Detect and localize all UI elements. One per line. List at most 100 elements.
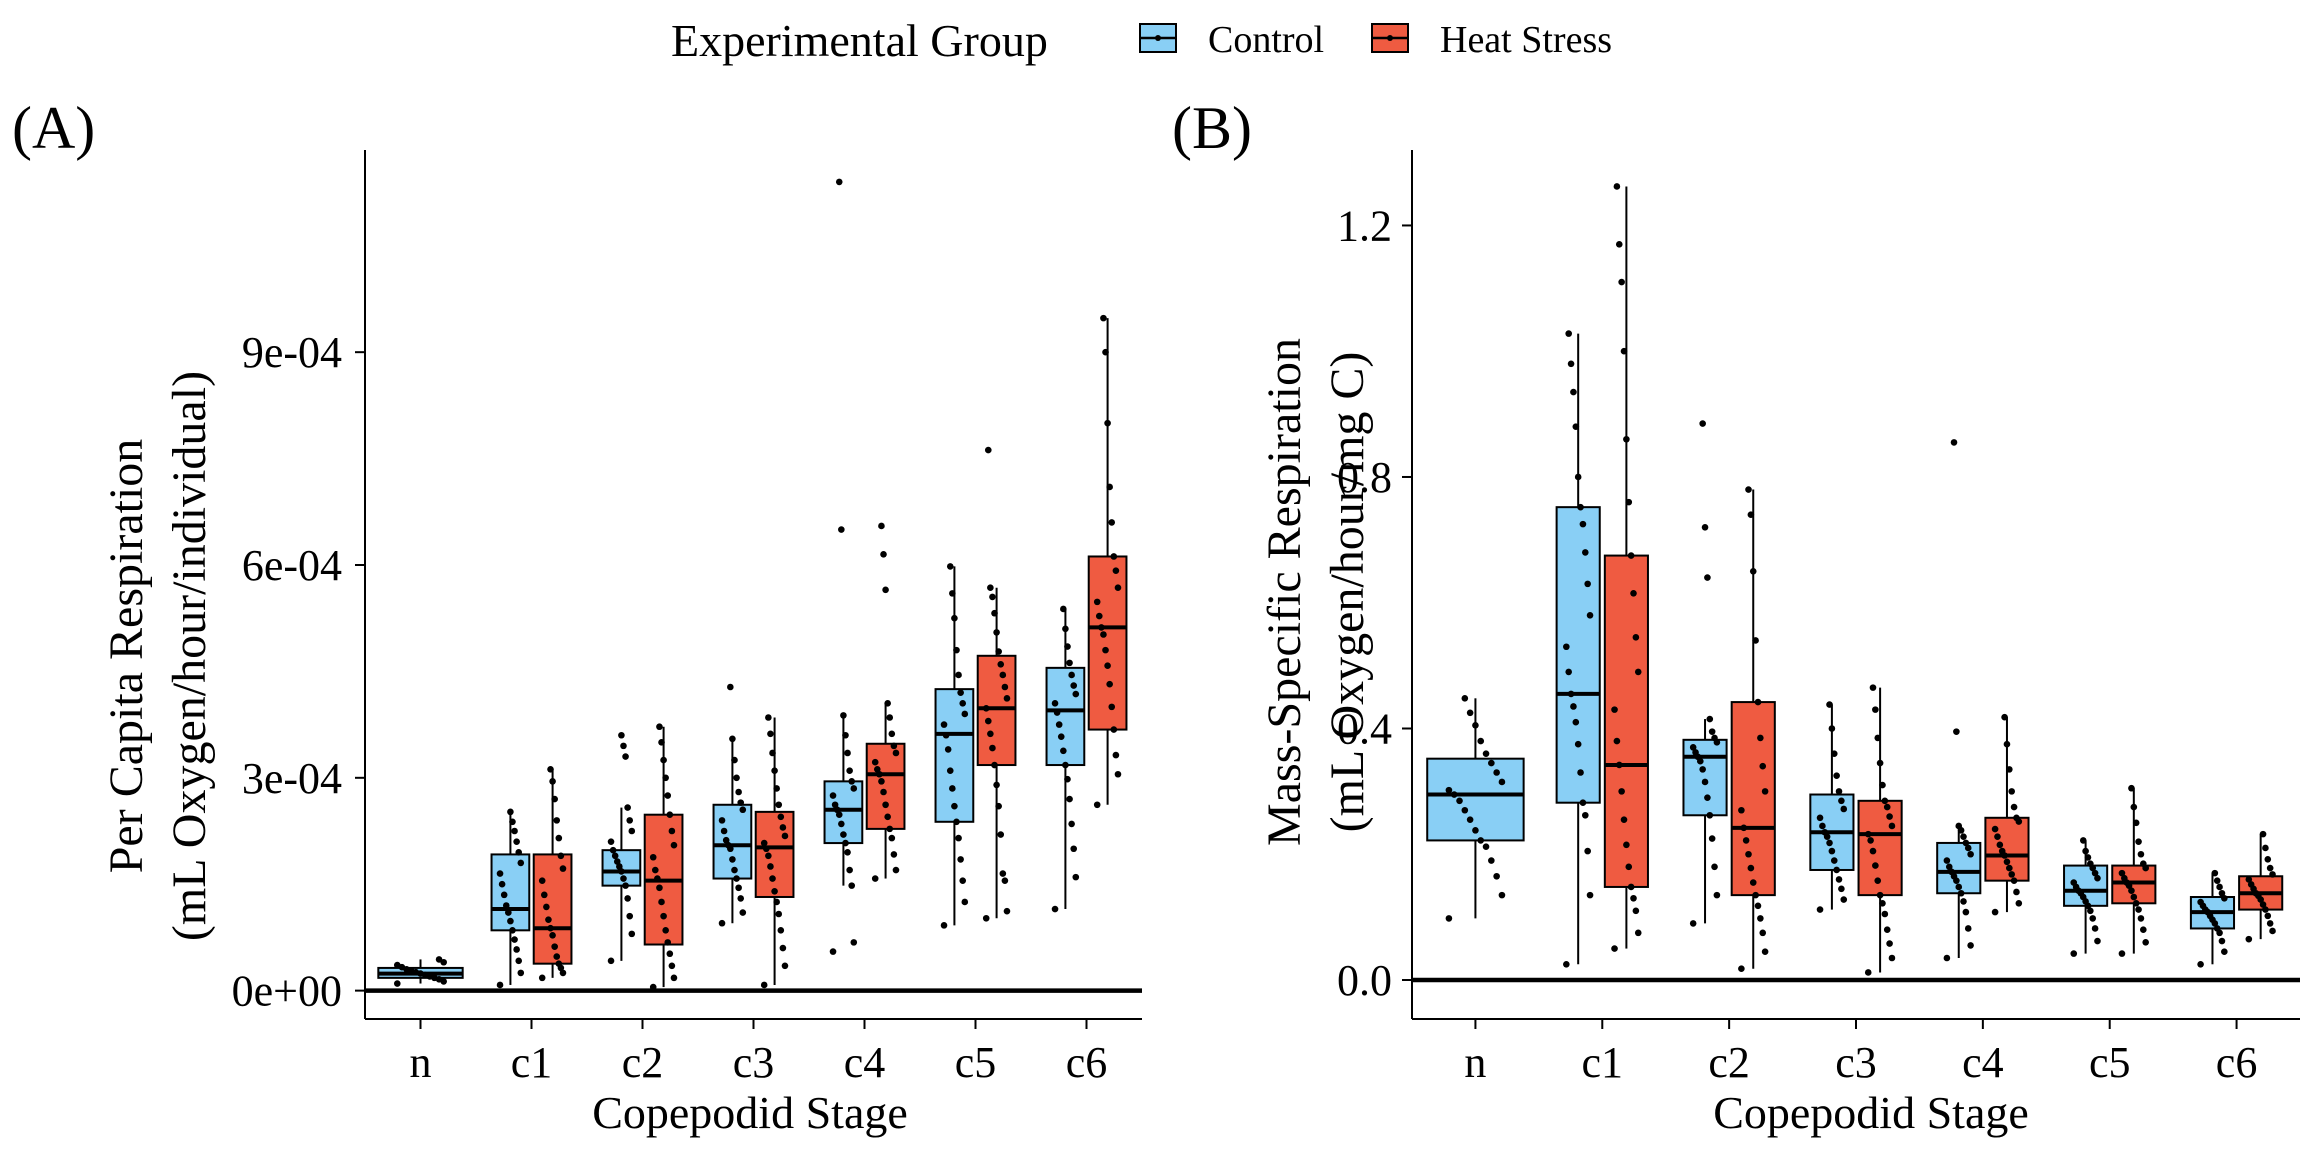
- panel-a-heat-stress-c2-box: [643, 723, 684, 991]
- panel-a-heat-stress-c6-data-point: [1114, 584, 1122, 591]
- panel-b-control-c5-data-point: [2079, 837, 2087, 844]
- panel-a-heat-stress-c6-data-point: [1104, 419, 1111, 427]
- panel-a-control-c3-data-point: [739, 909, 747, 916]
- panel-b-control-c3-data-point: [1819, 822, 1826, 830]
- panel-a-control-c1-data-point: [498, 880, 506, 888]
- panel-b-heat-stress-c1-box: [1603, 183, 1649, 952]
- panel-a-heat-stress-c6-data-point: [1104, 662, 1111, 670]
- panel-b-heat-stress-c5-data-point: [2118, 869, 2126, 877]
- panel-a-heat-stress-c5-iqr-box: [976, 654, 1017, 767]
- panel-a-heat-stress-c2-data-point: [664, 792, 672, 799]
- panel-a-heat-stress-c2-data-point: [666, 950, 674, 958]
- panel-a-heat-stress-c4-data-point: [876, 770, 883, 778]
- panel-b-heat-stress-c3-data-point: [1881, 910, 1889, 918]
- panel-b-heat-stress-c1-data-point: [1620, 816, 1628, 823]
- panel-b-control-c2-data-point: [1711, 863, 1718, 871]
- legend: Experimental Group Control Heat Stress: [671, 15, 1612, 66]
- panel-b-control-c1-iqr-box: [1555, 506, 1601, 804]
- panel-b-heat-stress-c6-data-point: [2245, 935, 2253, 943]
- panel-b-heat-stress-c1-data-point: [1615, 761, 1623, 769]
- panel-a-heat-stress-c1-data-point: [551, 943, 558, 950]
- panel-b-heat-stress-c5-data-point: [2118, 950, 2126, 957]
- panel-a-control-c4-data-point: [833, 806, 841, 814]
- panel-a-y-tick-label: 0e+00: [232, 967, 342, 1016]
- panel-a-control-c1-data-point: [517, 859, 525, 867]
- panel-a-control-c6-data-point: [1060, 747, 1067, 755]
- panel-a-heat-stress-c5-box: [976, 446, 1017, 922]
- panel-b-control-c2-data-point: [1704, 574, 1711, 581]
- panel-a-control-c5-data-point: [951, 802, 958, 810]
- panel-a-control-c2-data-point: [628, 827, 636, 835]
- panel-a-control-c4-data-point: [846, 866, 853, 874]
- legend-label-heat-stress: Heat Stress: [1440, 19, 1612, 61]
- panel-a-heat-stress-c1-data-point: [540, 891, 548, 899]
- panel-b-heat-stress-c3-data-point: [1886, 940, 1893, 947]
- panel-a-control-c4-data-point: [850, 939, 858, 946]
- panel-a-heat-stress-c5-data-point: [999, 870, 1007, 877]
- panel-a-control-c2-data-point: [611, 852, 619, 860]
- panel-b-heat-stress-c3-data-point: [1874, 734, 1882, 742]
- panel-a-heat-stress-c4-data-point: [884, 700, 891, 707]
- panel-a-control-c6-data-point: [1068, 671, 1075, 679]
- panel-a-x-tick-label: c3: [733, 1038, 775, 1087]
- panel-b-heat-stress-c3-data-point: [1883, 803, 1891, 811]
- panel-a-heat-stress-c5-data-point: [997, 831, 1005, 838]
- panel-a-heat-stress-c6-data-point: [1100, 314, 1107, 322]
- panel-a-heat-stress-c5-data-point: [993, 781, 1000, 789]
- panel-a-control-n-data-point: [435, 956, 443, 963]
- panel-b-control-n-data-point: [1488, 857, 1495, 864]
- panel-b-heat-stress-c6-data-point: [2266, 920, 2274, 927]
- panel-a-control-c4-data-point: [829, 948, 837, 955]
- panel-a-control-c6-data-point: [1062, 625, 1069, 633]
- panel-a-heat-stress-c5-data-point: [989, 744, 996, 752]
- panel-a-control-c4-data-point: [831, 801, 839, 809]
- panel-a-heat-stress-c5-data-point: [1003, 695, 1011, 702]
- panel-a-x-axis-title: Copepodid Stage: [592, 1087, 908, 1138]
- panel-a-heat-stress-c1-data-point: [547, 765, 554, 773]
- panel-a-heat-stress-c5-data-point: [991, 609, 998, 617]
- panel-b-heat-stress-c6-data-point: [2247, 881, 2255, 888]
- panel-a-heat-stress-c2-data-point: [662, 774, 669, 782]
- panel-b-heat-stress-c1-data-point: [1613, 737, 1621, 745]
- panel-b-control-c6-data-point: [2213, 925, 2221, 932]
- panel-b-heat-stress-c2-data-point: [1749, 567, 1757, 575]
- panel-a-heat-stress-c5-data-point: [989, 593, 996, 601]
- panel-a-control-c5-data-point: [953, 646, 960, 654]
- panel-a-heat-stress-c5-data-point: [984, 446, 992, 454]
- panel-b-y-axis-title-line2: (mL Oxygen/hour/mg C): [1321, 352, 1374, 833]
- panel-a-heat-stress-c1-data-point: [549, 778, 556, 785]
- panel-a-heat-stress-c3-data-point: [771, 767, 778, 775]
- panel-b-heat-stress-c1-data-point: [1615, 241, 1623, 248]
- panel-b-heat-stress-c1-data-point: [1611, 945, 1618, 952]
- panel-a-heat-stress-c1-data-point: [543, 903, 550, 911]
- panel-b-heat-stress-c3-data-point: [1874, 877, 1882, 884]
- panel-b-control-n-data-point: [1466, 709, 1474, 717]
- panel-b-heat-stress-c2-data-point: [1761, 948, 1769, 956]
- panel-a-heat-stress-c5-data-point: [982, 704, 990, 712]
- panel-b-control-n-data-point: [1493, 769, 1500, 776]
- panel-b-control-c6-data-point: [2221, 894, 2228, 902]
- panel-b-control-c1-data-point: [1577, 503, 1584, 511]
- panel-b-control-n-data-point: [1456, 797, 1463, 805]
- panel-a-heat-stress-c3-data-point: [760, 839, 768, 847]
- panel-b-control-c2-data-point: [1689, 920, 1697, 927]
- panel-a-control-c2-data-point: [624, 804, 631, 811]
- panel-a-control-c4-data-point: [842, 839, 849, 847]
- panel-b-control-c6-data-point: [2197, 960, 2204, 968]
- panel-a-x-tick-label: c2: [622, 1038, 664, 1087]
- panel-a-control-c1-data-point: [507, 917, 514, 925]
- panel-b-heat-stress-c3-data-point: [1888, 822, 1896, 830]
- panel-b-control-c3-data-point: [1838, 797, 1845, 805]
- panel-a-control-c1-data-point: [502, 902, 510, 909]
- panel-a-heat-stress-c1-data-point: [553, 817, 561, 824]
- panel-b-control-c5-data-point: [2094, 937, 2101, 945]
- panel-a-heat-stress-c1-data-point: [553, 953, 561, 960]
- panel-a-control-c1-data-point: [515, 957, 523, 965]
- panel-b-control-c4-data-point: [1960, 898, 1967, 905]
- panel-a-heat-stress-c2-data-point: [658, 739, 665, 746]
- panel-b-heat-stress-c5-data-point: [2132, 900, 2140, 907]
- panel-b-control-c5-data-point: [2070, 950, 2078, 957]
- panel-a-heat-stress-c4-box: [865, 522, 906, 882]
- panel-b-control-c2-data-point: [1689, 744, 1697, 751]
- panel-a-heat-stress-c4-data-point: [880, 788, 887, 796]
